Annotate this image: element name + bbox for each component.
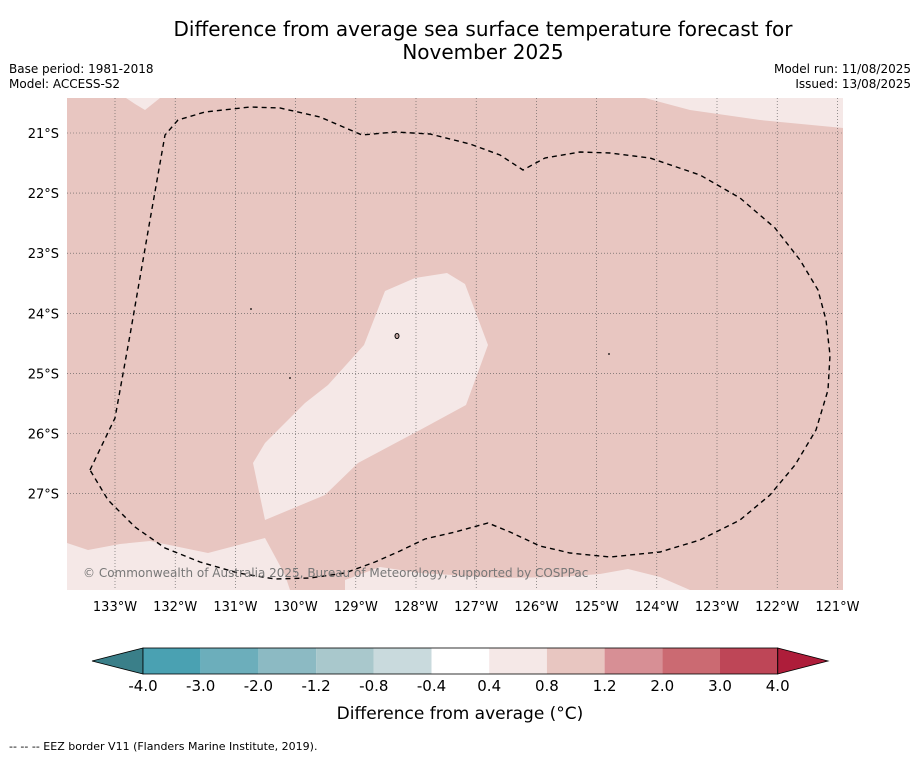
colorbar-segment	[546, 648, 605, 674]
anomaly-region-central	[253, 273, 488, 520]
island	[289, 377, 291, 379]
colorbar-tick-label: 4.0	[766, 677, 790, 695]
colorbar-tick-label: 0.8	[535, 677, 559, 695]
issued-date: Issued: 13/08/2025	[795, 77, 911, 91]
latitude-label: 27°S	[28, 488, 59, 503]
map-title: Difference from average sea surface temp…	[0, 18, 919, 64]
latitude-labels: 21°S 22°S 23°S 24°S 25°S 26°S 27°S	[28, 127, 59, 503]
colorbar-frame	[142, 647, 779, 675]
map-title-line1: Difference from average sea surface temp…	[173, 17, 793, 41]
anomaly-regions	[67, 98, 843, 590]
colorbar-tick-label: -3.0	[186, 677, 215, 695]
anomaly-region-top-left	[126, 98, 160, 110]
colorbar-tick-label: -1.2	[301, 677, 330, 695]
island	[394, 333, 400, 339]
colorbar-tick-label: 2.0	[650, 677, 674, 695]
anomaly-region-bottom-right	[345, 567, 690, 590]
island	[608, 353, 610, 355]
latitude-label: 26°S	[28, 428, 59, 443]
island	[250, 308, 252, 310]
colorbar-tick-label: -4.0	[128, 677, 157, 695]
colorbar-tick-label: -0.4	[417, 677, 446, 695]
map-gridlines	[67, 98, 843, 590]
metadata-right: Model run: 11/08/2025 Issued: 13/08/2025	[774, 62, 911, 92]
colorbar-segment	[662, 648, 720, 674]
latitude-label: 25°S	[28, 367, 59, 382]
colorbar-over-arrow	[777, 647, 830, 675]
model-name: Model: ACCESS-S2	[9, 77, 121, 91]
latitude-label: 21°S	[28, 127, 59, 142]
colorbar-segment	[720, 648, 778, 674]
longitude-label: 123°W	[695, 600, 739, 615]
colorbar-tick-label: 1.2	[593, 677, 617, 695]
colorbar-segment	[316, 648, 374, 674]
colorbar-tick-label: -0.8	[359, 677, 388, 695]
longitude-label: 126°W	[514, 600, 558, 615]
longitude-label: 121°W	[815, 600, 859, 615]
anomaly-region-top-right	[645, 98, 843, 128]
colorbar-segment	[604, 648, 663, 674]
longitude-label: 130°W	[274, 600, 318, 615]
colorbar-segment	[431, 648, 490, 674]
model-run: Model run: 11/08/2025	[773, 62, 911, 76]
colorbar-segment	[373, 648, 432, 674]
longitude-label: 127°W	[454, 600, 498, 615]
colorbar: -4.0 -3.0 -2.0 -1.2 -0.8 -0.4 0.4 0.8 1.2 2.0 3.0 4…	[91, 647, 830, 695]
longitude-label: 125°W	[575, 600, 619, 615]
longitude-label: 122°W	[755, 600, 799, 615]
longitude-labels: 133°W 132°W 131°W 130°W 129°W 128°W 127°W 126°W…	[93, 600, 860, 615]
longitude-label: 124°W	[635, 600, 679, 615]
colorbar-tick-label: 0.4	[477, 677, 501, 695]
colorbar-tick-label: 3.0	[708, 677, 732, 695]
copyright-text: © Commonwealth of Australia 2025, Bureau…	[83, 566, 588, 580]
colorbar-segment	[489, 648, 547, 674]
base-period: Base period: 1981-2018	[9, 62, 154, 76]
longitude-label: 132°W	[153, 600, 197, 615]
latitude-label: 23°S	[28, 247, 59, 262]
colorbar-segment	[258, 648, 317, 674]
colorbar-segment	[200, 648, 259, 674]
longitude-label: 128°W	[394, 600, 438, 615]
anomaly-region-bottom-left	[67, 538, 290, 590]
longitude-label: 131°W	[213, 600, 257, 615]
longitude-label: 129°W	[334, 600, 378, 615]
latitude-label: 22°S	[28, 187, 59, 202]
map-title-line2: November 2025	[402, 40, 564, 64]
islands	[250, 308, 610, 379]
colorbar-tick-label: -2.0	[244, 677, 273, 695]
eez-border	[89, 106, 831, 580]
footer-note: -- -- -- EEZ border V11 (Flanders Marine…	[9, 740, 318, 753]
colorbar-under-arrow	[91, 647, 144, 675]
longitude-label: 133°W	[93, 600, 137, 615]
colorbar-segment	[143, 648, 201, 674]
metadata-left: Base period: 1981-2018 Model: ACCESS-S2	[9, 62, 154, 92]
latitude-label: 24°S	[28, 307, 59, 322]
colorbar-title: Difference from average (°C)	[336, 704, 584, 724]
